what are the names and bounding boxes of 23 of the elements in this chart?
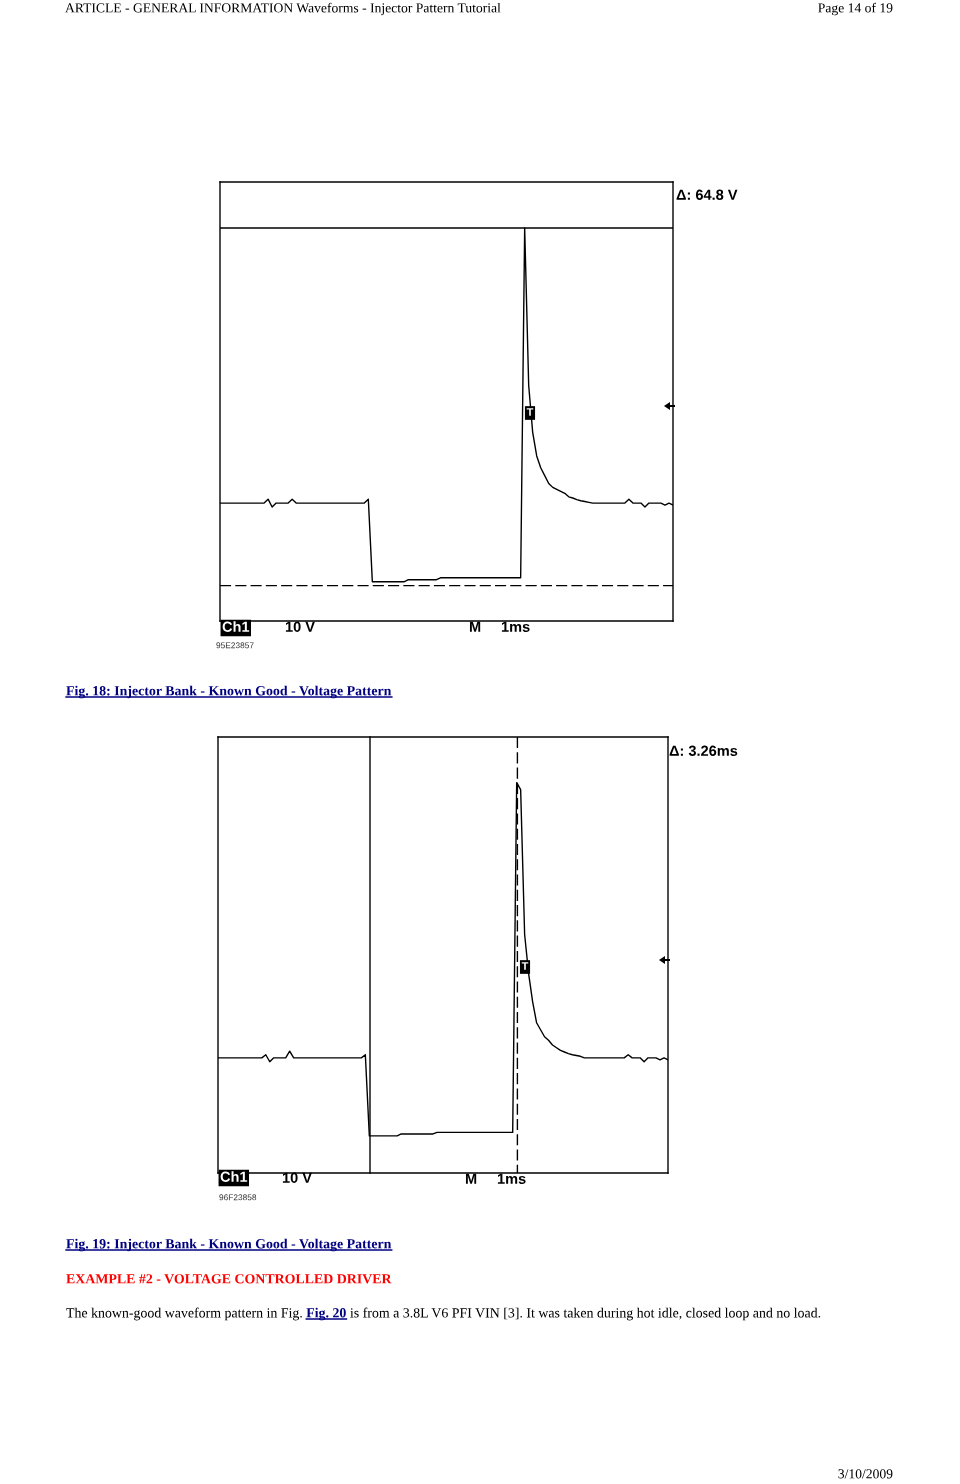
- annotation: T: [526, 408, 534, 416]
- annotation: T: [521, 962, 529, 970]
- text: is from a 3.8L V6 PFI VIN [3]. It was taken during hot idle, closed loop and no load.: [350, 1307, 821, 1321]
- text: M: [469, 621, 481, 632]
- text: The known-good waveform pattern in Fig.: [66, 1307, 302, 1321]
- annotation: 10 V: [282, 1172, 312, 1183]
- text: Page 14 of 19: [818, 2, 893, 16]
- text: Ch1: [222, 621, 250, 632]
- text: M: [465, 1173, 477, 1184]
- text: 1ms: [501, 621, 530, 632]
- text: 95E23857: [216, 642, 254, 649]
- text: 10 V: [285, 621, 315, 632]
- text: ARTICLE - GENERAL INFORMATION Waveforms - Injector Pattern Tutorial: [65, 2, 501, 16]
- caption: Fig. 20: [306, 1307, 346, 1321]
- text: Δ: 3.26ms: [669, 745, 738, 756]
- text: Fig. 18: Injector Bank - Known Good - Voltage Pattern: [66, 685, 392, 699]
- text: 96F23858: [219, 1194, 257, 1201]
- text: 3/10/2009: [838, 1469, 893, 1479]
- text: Δ: 64.8 V: [676, 189, 738, 200]
- text: 1ms: [497, 1173, 526, 1184]
- text: Fig. 19: Injector Bank - Known Good - Voltage Pattern: [66, 1238, 392, 1252]
- text: EXAMPLE #2 - VOLTAGE CONTROLLED DRIVER: [66, 1274, 392, 1284]
- annotation: Ch1: [220, 1171, 248, 1182]
